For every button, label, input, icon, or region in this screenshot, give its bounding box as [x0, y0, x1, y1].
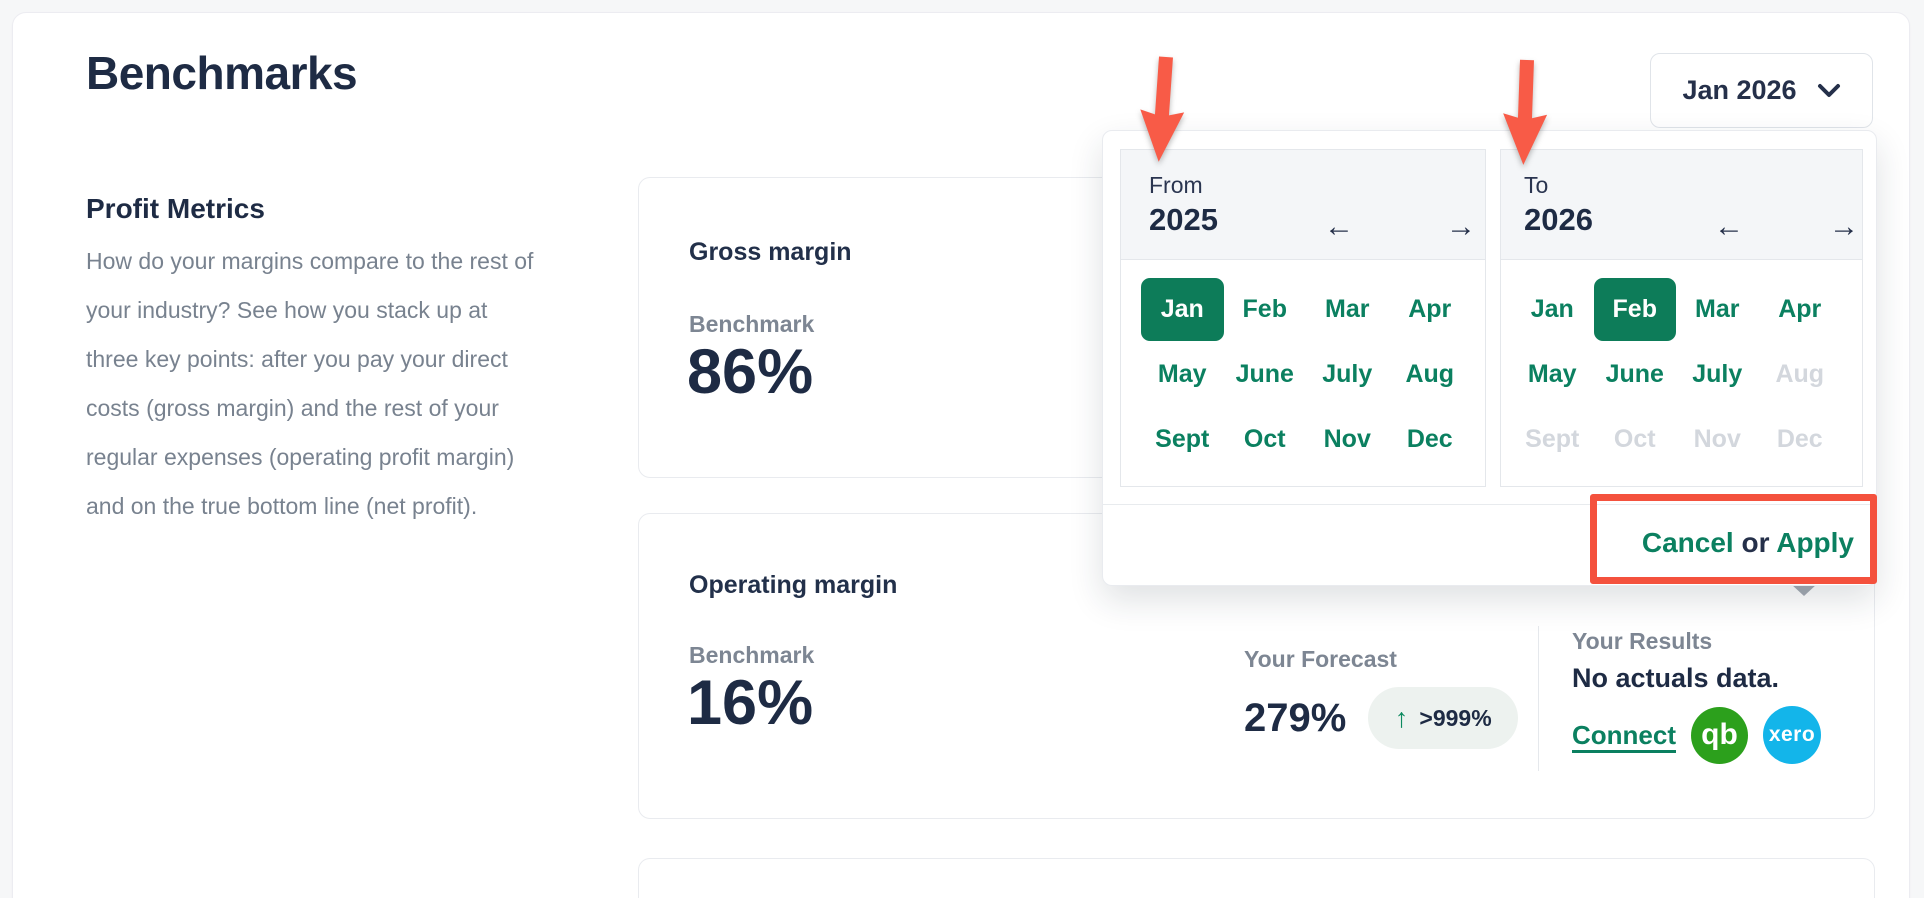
month-option-oct: Oct	[1613, 425, 1656, 453]
next-year-arrow-icon[interactable]: →	[1829, 210, 1859, 243]
month-option-july[interactable]: July	[1692, 360, 1743, 388]
month-option-sept: Sept	[1525, 425, 1580, 453]
benchmark-value: 86%	[687, 337, 814, 407]
annotation-highlight-rect	[1590, 494, 1877, 584]
month-option-june[interactable]: June	[1605, 360, 1664, 388]
net-profit-card	[638, 858, 1875, 898]
vertical-divider	[1538, 626, 1539, 771]
period-dropdown-value: Jan 2026	[1682, 75, 1797, 105]
benchmark-value: 16%	[687, 668, 814, 738]
connect-row: Connect qb xero	[1572, 706, 1821, 764]
quickbooks-icon[interactable]: qb	[1691, 706, 1748, 764]
period-dropdown[interactable]: Jan 2026	[1650, 53, 1873, 128]
footer-separator: or	[1741, 527, 1770, 558]
month-option-apr[interactable]: Apr	[1778, 295, 1822, 323]
benchmark-label: Benchmark	[689, 642, 815, 668]
page-title: Benchmarks	[86, 47, 358, 99]
month-option-feb[interactable]: Feb	[1593, 278, 1676, 341]
no-actuals-status: No actuals data.	[1572, 663, 1780, 693]
month-option-aug: Aug	[1775, 360, 1825, 388]
to-month-grid: Jan Feb Mar Apr May June July Aug Sept O…	[1511, 277, 1841, 472]
your-forecast-label: Your Forecast	[1244, 646, 1397, 672]
to-label: To	[1524, 172, 1549, 198]
cancel-button[interactable]: Cancel	[1641, 527, 1734, 558]
month-option-apr[interactable]: Apr	[1408, 295, 1452, 323]
from-panel-header: From 2025 ← →	[1121, 150, 1485, 260]
profit-metrics-description: How do your margins compare to the rest …	[86, 248, 534, 519]
gross-margin-title: Gross margin	[689, 238, 852, 266]
from-panel: From 2025 ← → Jan Feb Mar Apr May June J…	[1120, 149, 1486, 487]
month-option-sept[interactable]: Sept	[1155, 425, 1210, 453]
prev-year-arrow-icon[interactable]: ←	[1714, 210, 1744, 243]
forecast-delta-badge: ↑ >999%	[1368, 687, 1519, 749]
month-option-may[interactable]: May	[1157, 360, 1207, 388]
apply-button[interactable]: Apply	[1776, 527, 1854, 558]
from-label: From	[1149, 172, 1203, 198]
month-option-july[interactable]: July	[1322, 360, 1373, 388]
month-option-may[interactable]: May	[1527, 360, 1577, 388]
to-panel: To 2026 ← → Jan Feb Mar Apr May June Jul…	[1500, 149, 1863, 487]
from-month-grid: Jan Feb Mar Apr May June July Aug Sept O…	[1141, 277, 1471, 472]
month-option-nov[interactable]: Nov	[1323, 425, 1371, 453]
to-year: 2026	[1524, 202, 1593, 237]
month-option-june[interactable]: June	[1235, 360, 1294, 388]
chevron-down-icon	[1817, 83, 1840, 97]
month-option-jan[interactable]: Jan	[1530, 295, 1574, 323]
collapse-chevron-icon	[1791, 584, 1817, 596]
benchmark-label: Benchmark	[689, 311, 815, 337]
month-option-dec[interactable]: Dec	[1406, 425, 1453, 453]
date-range-popup: From 2025 ← → Jan Feb Mar Apr May June J…	[1102, 130, 1877, 586]
month-option-feb[interactable]: Feb	[1242, 295, 1287, 323]
xero-icon[interactable]: xero	[1763, 706, 1821, 764]
popup-footer-divider	[1103, 504, 1876, 505]
next-year-arrow-icon[interactable]: →	[1446, 210, 1476, 243]
prev-year-arrow-icon[interactable]: ←	[1324, 210, 1354, 243]
connect-link[interactable]: Connect	[1572, 719, 1676, 750]
your-forecast-block: Your Forecast 279% ↑ >999%	[1244, 646, 1519, 749]
month-option-aug[interactable]: Aug	[1405, 360, 1455, 388]
up-arrow-icon: ↑	[1394, 702, 1409, 733]
month-option-jan[interactable]: Jan	[1141, 278, 1224, 341]
forecast-delta-value: >999%	[1419, 704, 1492, 731]
month-option-mar[interactable]: Mar	[1325, 295, 1370, 323]
month-option-nov: Nov	[1693, 425, 1741, 453]
forecast-value: 279%	[1244, 695, 1347, 740]
popup-footer: Cancel or Apply	[1642, 527, 1854, 559]
your-results-label: Your Results	[1572, 628, 1713, 654]
month-option-oct[interactable]: Oct	[1243, 425, 1286, 453]
your-results-block: Your Results No actuals data. Connect qb…	[1572, 628, 1821, 764]
from-year: 2025	[1149, 202, 1218, 237]
operating-margin-title: Operating margin	[689, 571, 898, 599]
to-panel-header: To 2026 ← →	[1501, 150, 1862, 260]
month-option-mar[interactable]: Mar	[1695, 295, 1740, 323]
profit-metrics-heading: Profit Metrics	[86, 193, 265, 224]
month-option-dec: Dec	[1776, 425, 1823, 453]
